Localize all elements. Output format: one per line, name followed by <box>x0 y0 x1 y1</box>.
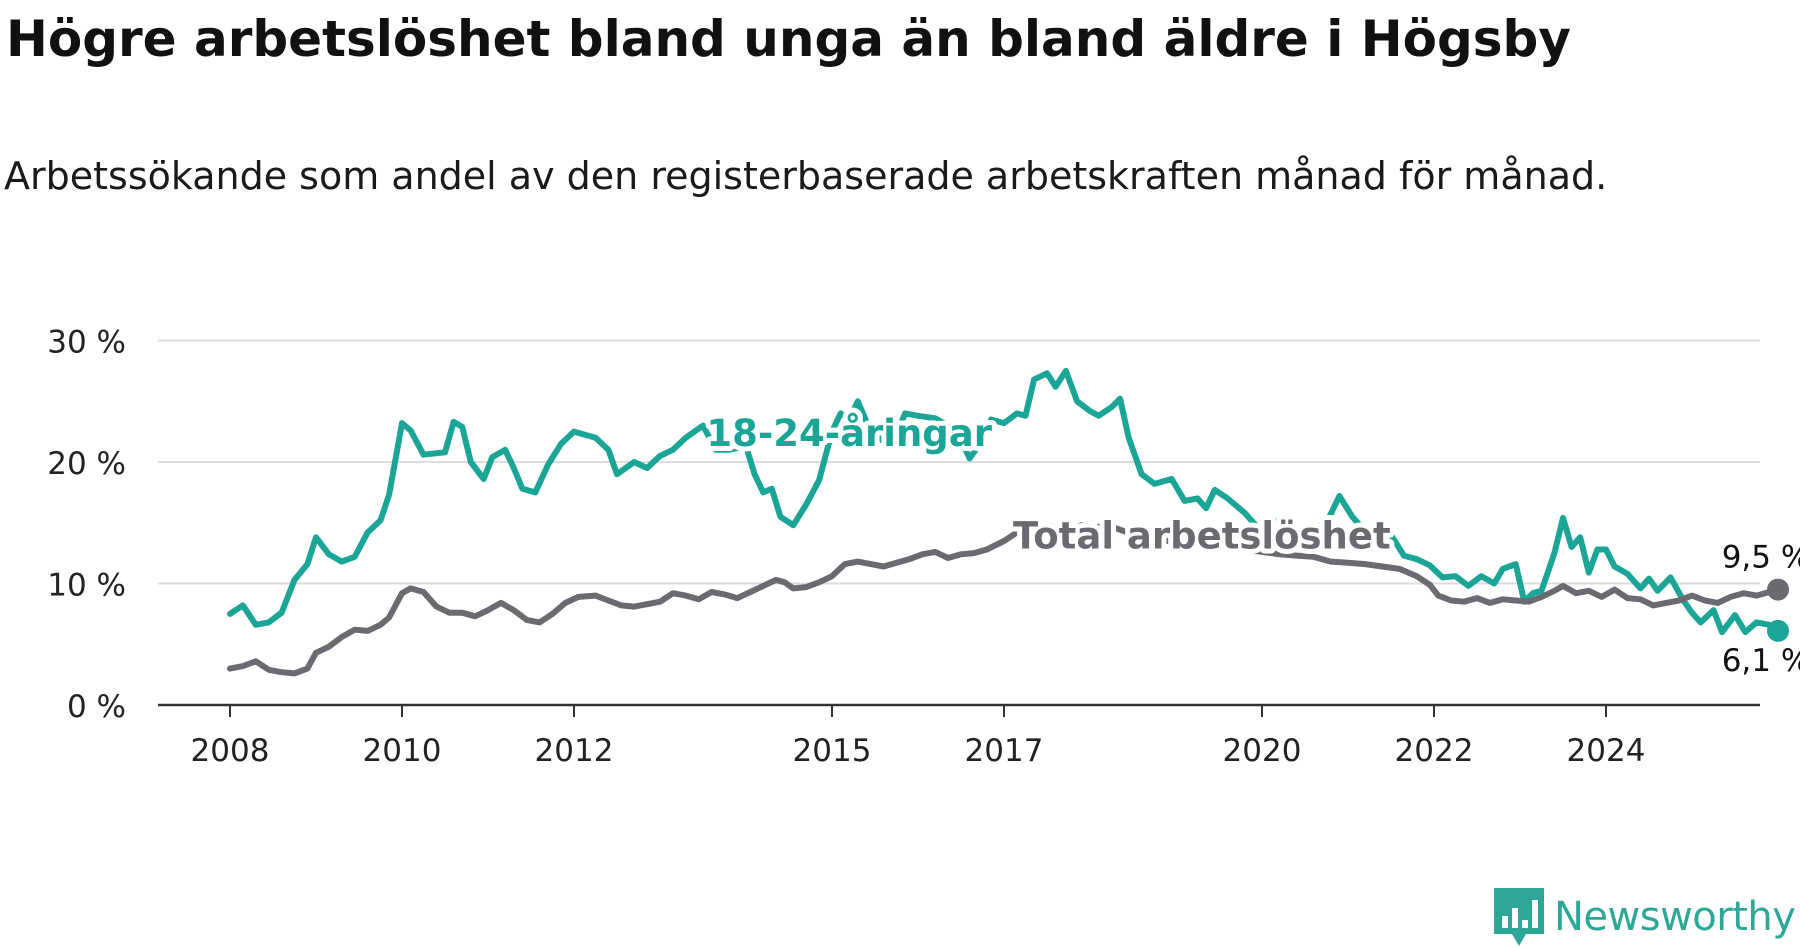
y-tick-label: 20 % <box>47 446 126 482</box>
end-label-youth: 6,1 % <box>1722 643 1800 679</box>
x-tick-label: 2022 <box>1395 733 1474 769</box>
chart-subtitle: Arbetssökande som andel av den registerb… <box>4 154 1608 198</box>
x-tick-label: 2010 <box>363 733 442 769</box>
series-line-total <box>227 522 1781 677</box>
y-tick-label: 10 % <box>47 568 126 604</box>
y-tick-label: 30 % <box>47 325 126 361</box>
line-chart: 0 % 10 % 20 % 30 % 2008 2010 2012 2015 2017 2020… <box>47 325 1800 770</box>
newsworthy-logo-icon <box>1494 888 1544 946</box>
x-tick-label: 2024 <box>1567 733 1646 769</box>
series-lines <box>227 367 1781 677</box>
series-label-total: Total arbetslöshet <box>1013 514 1391 557</box>
gridlines <box>158 339 1760 707</box>
series-label-halo: Total arbetslöshet <box>1013 514 1391 557</box>
x-tick-label: 2017 <box>965 733 1044 769</box>
end-dot-total <box>1767 578 1789 601</box>
end-dot-youth <box>1767 619 1789 642</box>
x-tick-label: 2008 <box>191 733 270 769</box>
newsworthy-logo[interactable]: Newsworthy <box>1494 886 1796 948</box>
y-tick-label: 0 % <box>67 689 126 725</box>
brand-name: Newsworthy <box>1554 894 1796 940</box>
chart-title: Högre arbetslöshet bland unga än bland ä… <box>6 10 1571 68</box>
x-tick-label: 2015 <box>793 733 872 769</box>
y-axis-ticks: 0 % 10 % 20 % 30 % <box>47 325 126 726</box>
x-tick-label: 2020 <box>1223 733 1302 769</box>
series-label-halo: 18-24-åringar <box>706 412 992 455</box>
series-line-youth <box>227 367 1781 636</box>
x-axis-ticks: 2008 2010 2012 2015 2017 2020 2022 2024 <box>191 705 1646 769</box>
end-labels: 6,1 % 9,5 % <box>1722 540 1800 679</box>
series-label-youth: 18-24-åringar <box>706 412 992 455</box>
end-label-total: 9,5 % <box>1722 540 1800 576</box>
x-tick-label: 2012 <box>535 733 614 769</box>
